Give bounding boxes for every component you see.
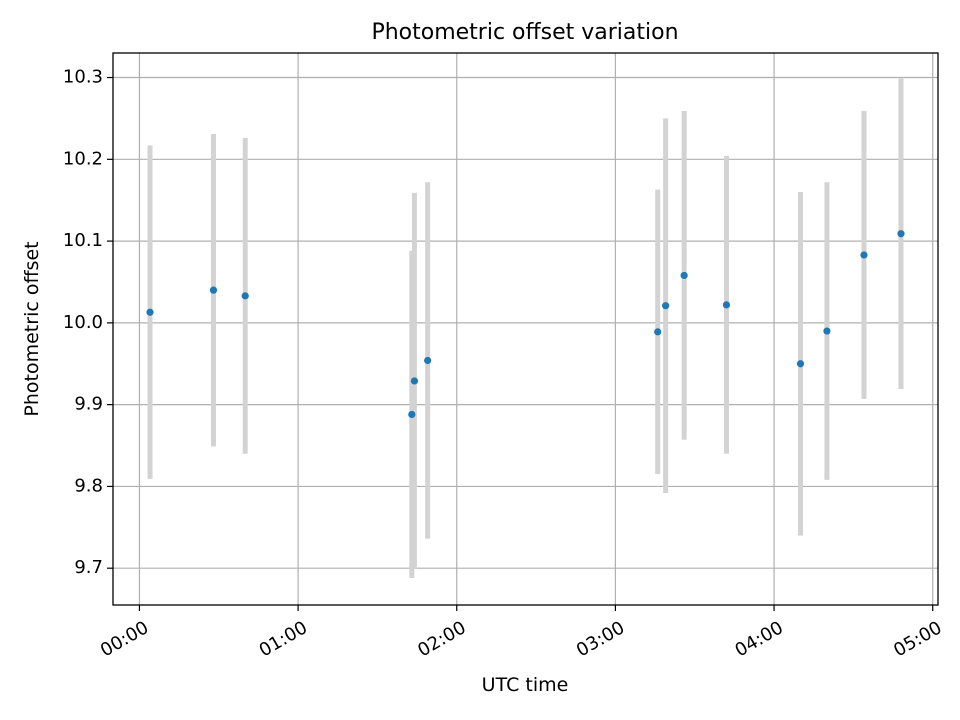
data-point xyxy=(823,327,831,335)
data-point xyxy=(722,301,731,309)
data-point xyxy=(796,360,805,368)
data-point xyxy=(424,356,432,365)
data-point xyxy=(654,328,662,336)
data-point xyxy=(410,377,419,385)
data-point xyxy=(662,302,670,310)
y-tick-label: 10.0 xyxy=(63,312,103,333)
data-point xyxy=(897,230,905,238)
data-point xyxy=(146,308,154,316)
y-tick-label: 10.3 xyxy=(63,67,103,88)
data-point xyxy=(408,410,416,419)
x-axis-label: UTC time xyxy=(482,674,569,696)
chart-title: Photometric offset variation xyxy=(371,20,678,45)
y-tick-label: 9.7 xyxy=(74,557,103,578)
data-point xyxy=(860,251,868,259)
data-points xyxy=(146,230,905,419)
data-point xyxy=(680,271,688,280)
y-tick-label: 9.9 xyxy=(74,394,103,415)
y-axis-label: Photometric offset xyxy=(21,241,43,416)
data-point xyxy=(209,286,218,294)
y-tick-label: 10.2 xyxy=(63,148,103,169)
y-tick-label: 9.8 xyxy=(74,475,103,496)
plot-frame xyxy=(112,52,939,606)
data-point xyxy=(241,292,249,300)
y-tick-label: 10.1 xyxy=(63,230,103,251)
